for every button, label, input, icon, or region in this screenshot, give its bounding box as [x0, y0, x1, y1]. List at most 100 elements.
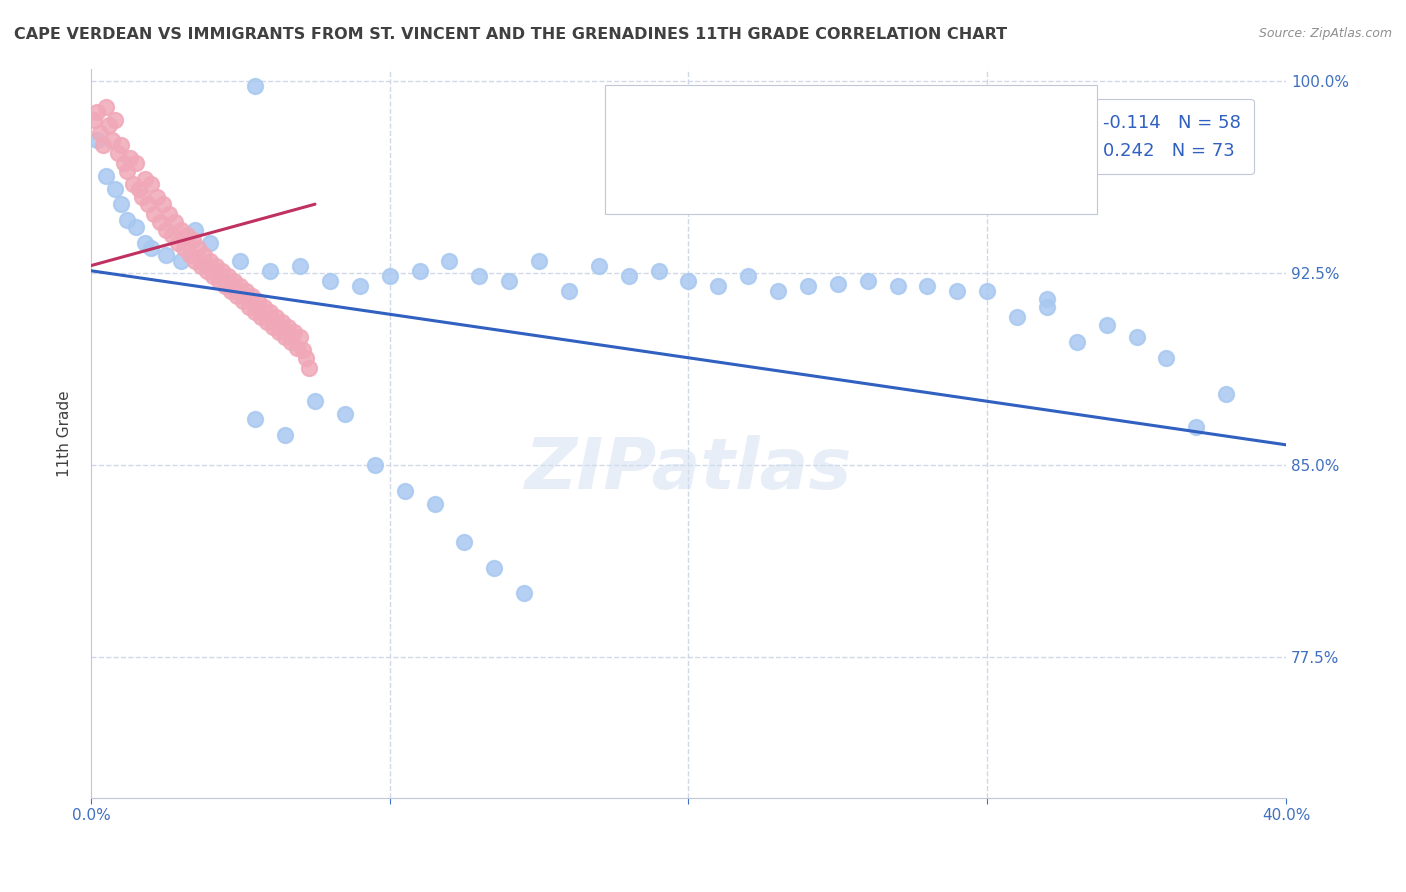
Point [513, 586, 536, 600]
Point [238, 300, 260, 314]
Point [319, 274, 342, 288]
Point [112, 156, 135, 170]
Point [247, 294, 270, 309]
Point [193, 248, 215, 262]
Point [588, 259, 610, 273]
Point [217, 268, 239, 283]
Point [226, 289, 249, 303]
Point [169, 253, 191, 268]
Point [274, 330, 297, 344]
Point [737, 268, 759, 283]
Point [527, 253, 550, 268]
Text: Source: ZipAtlas.com: Source: ZipAtlas.com [1258, 27, 1392, 40]
Point [253, 300, 276, 314]
Point [208, 274, 231, 288]
Point [200, 235, 222, 250]
Point [115, 164, 138, 178]
Point [271, 315, 294, 329]
Point [283, 325, 305, 339]
Point [558, 284, 581, 298]
Legend: R = -0.114   N = 58, R = 0.242   N = 73: R = -0.114 N = 58, R = 0.242 N = 73 [1012, 99, 1254, 175]
Point [1005, 310, 1028, 324]
Point [121, 177, 143, 191]
Point [149, 215, 172, 229]
Point [1156, 351, 1178, 365]
Point [1185, 420, 1208, 434]
Point [285, 341, 308, 355]
Point [250, 310, 273, 324]
Point [240, 289, 263, 303]
Text: ZIPatlas: ZIPatlas [524, 435, 852, 504]
Point [224, 274, 246, 288]
Point [245, 412, 267, 426]
Point [378, 268, 401, 283]
Point [333, 407, 356, 421]
Point [886, 279, 908, 293]
Point [1215, 386, 1237, 401]
Point [155, 248, 177, 262]
Point [245, 304, 267, 318]
Point [187, 241, 209, 255]
Point [229, 253, 252, 268]
Point [1066, 335, 1088, 350]
Point [110, 138, 132, 153]
Point [157, 207, 180, 221]
Point [181, 233, 204, 247]
Point [94, 100, 117, 114]
Point [104, 182, 127, 196]
Point [277, 320, 299, 334]
Point [259, 304, 281, 318]
Point [295, 351, 318, 365]
Point [707, 279, 730, 293]
Point [917, 279, 939, 293]
Point [104, 112, 127, 127]
Point [89, 126, 111, 140]
Point [169, 223, 191, 237]
Point [118, 151, 141, 165]
Point [136, 197, 159, 211]
Point [617, 268, 640, 283]
Point [262, 320, 284, 334]
Point [211, 264, 233, 278]
Point [197, 264, 219, 278]
Point [155, 223, 177, 237]
Point [766, 284, 789, 298]
Point [647, 264, 669, 278]
Point [200, 253, 222, 268]
Point [304, 394, 326, 409]
Point [202, 268, 225, 283]
Point [221, 284, 243, 298]
Point [142, 207, 165, 221]
Point [110, 197, 132, 211]
Point [131, 189, 153, 203]
Point [128, 182, 150, 196]
Point [235, 284, 257, 298]
Point [498, 274, 520, 288]
Point [468, 268, 491, 283]
Point [184, 223, 207, 237]
Point [364, 458, 387, 473]
Point [101, 133, 124, 147]
Point [394, 483, 416, 498]
Point [134, 235, 156, 250]
Point [1125, 330, 1147, 344]
Point [245, 79, 267, 94]
Point [86, 133, 108, 147]
Point [439, 253, 461, 268]
Point [1095, 318, 1118, 332]
Point [264, 310, 287, 324]
Point [139, 241, 162, 255]
Point [827, 277, 849, 291]
Point [176, 227, 198, 242]
Text: CAPE VERDEAN VS IMMIGRANTS FROM ST. VINCENT AND THE GRENADINES 11TH GRADE CORREL: CAPE VERDEAN VS IMMIGRANTS FROM ST. VINC… [14, 27, 1007, 42]
Point [256, 315, 278, 329]
Point [86, 105, 108, 120]
Point [232, 294, 254, 309]
Point [946, 284, 969, 298]
Point [145, 189, 167, 203]
Point [349, 279, 371, 293]
Point [173, 241, 195, 255]
Point [97, 118, 120, 132]
Point [190, 259, 212, 273]
Point [160, 227, 183, 242]
